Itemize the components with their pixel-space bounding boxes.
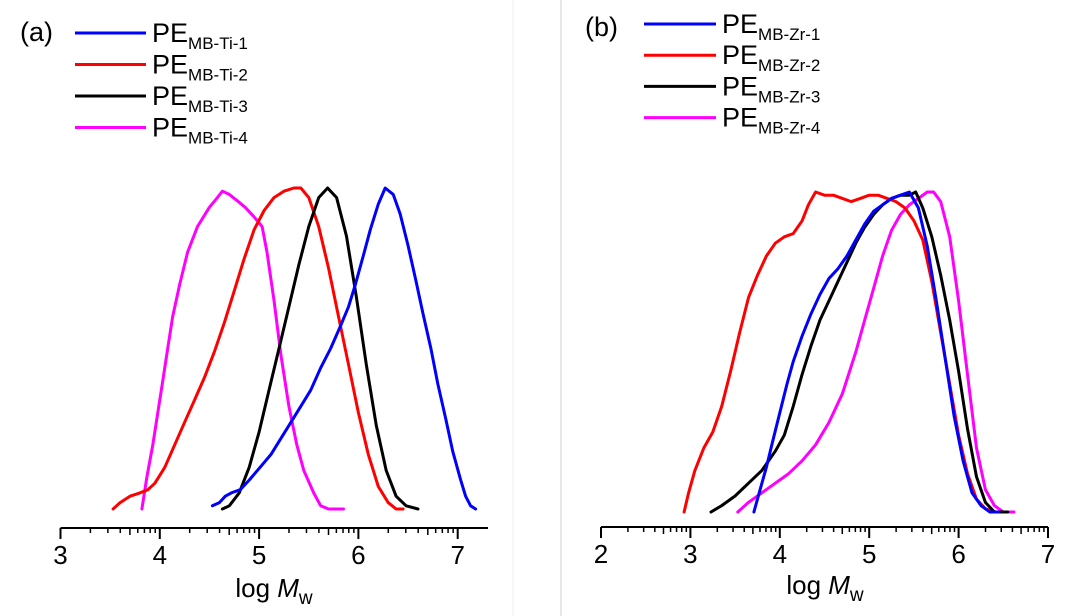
x-axis-title-sub: w [849, 585, 864, 606]
series-line-mb-ti-4 [140, 189, 345, 511]
legend-label-sub: MB-Ti-3 [188, 97, 248, 116]
x-axis-b: 2 3 4 5 6 7 [594, 526, 1055, 569]
panel-a: (a) PEMB-Ti-1PEMB-Ti-2PEMB-Ti-3PEMB-Ti-4… [20, 17, 488, 609]
x-axis-a: 3 4 5 6 7 [53, 527, 488, 570]
x-axis-title-b: log Mw [786, 570, 864, 606]
legend-label-sub: MB-Ti-2 [188, 66, 248, 85]
legend-item: PEMB-Ti-3 [75, 81, 248, 116]
legend-item: PEMB-Ti-4 [75, 113, 248, 148]
legend-item: PEMB-Zr-4 [644, 103, 820, 138]
x-tick-label: 3 [683, 539, 697, 569]
legend-label-sub: MB-Zr-3 [758, 87, 820, 106]
legend-label-main: PE [722, 40, 758, 70]
legend-label: PEMB-Zr-2 [722, 40, 820, 75]
legend-label-main: PE [722, 9, 758, 39]
legend-label-main: PE [722, 103, 758, 133]
legend-item: PEMB-Ti-1 [75, 18, 248, 53]
x-axis-title-italic: M [828, 570, 850, 600]
series-line-mb-ti-1 [210, 186, 478, 511]
x-tick-label: 7 [450, 540, 464, 570]
legend-item: PEMB-Ti-2 [75, 50, 248, 85]
legend-label: PEMB-Zr-3 [722, 71, 820, 106]
x-tick-label: 2 [594, 539, 608, 569]
legend-label-sub: MB-Zr-2 [758, 56, 820, 75]
legend-label-main: PE [152, 18, 188, 48]
legend-label-sub: MB-Zr-4 [758, 119, 820, 138]
x-tick-label: 6 [351, 540, 365, 570]
x-axis-title-prefix: log [786, 570, 828, 600]
legend-label-sub: MB-Ti-1 [188, 34, 248, 53]
plot-area-b [682, 190, 1016, 514]
x-axis-title-prefix: log [235, 573, 277, 603]
x-axis-title-italic: M [277, 573, 299, 603]
legend-item: PEMB-Zr-3 [644, 71, 820, 106]
x-tick-label: 4 [153, 540, 167, 570]
legend-label-sub: MB-Ti-4 [188, 129, 248, 148]
plot-area-a [111, 186, 478, 511]
legend-item: PEMB-Zr-1 [644, 9, 820, 44]
series-line-mb-ti-3 [220, 186, 420, 511]
x-axis-title-sub: w [298, 588, 313, 609]
x-tick-label: 6 [951, 539, 965, 569]
series-line-mb-zr-1 [752, 190, 1001, 514]
x-tick-label: 5 [862, 539, 876, 569]
legend-label-main: PE [152, 81, 188, 111]
legend-label: PEMB-Ti-3 [152, 81, 248, 116]
legend-label: PEMB-Ti-1 [152, 18, 248, 53]
legend-label: PEMB-Zr-1 [722, 9, 820, 44]
legend-label-main: PE [722, 71, 758, 101]
panel-label-a: (a) [20, 17, 53, 47]
legend-label-main: PE [152, 50, 188, 80]
panel-label-b: (b) [585, 12, 618, 42]
series-line-mb-zr-3 [709, 190, 1010, 514]
x-tick-label: 5 [252, 540, 266, 570]
x-axis-title-a: log Mw [235, 573, 313, 609]
legend-label: PEMB-Zr-4 [722, 103, 820, 138]
legend-item: PEMB-Zr-2 [644, 40, 820, 75]
legend-label: PEMB-Ti-2 [152, 50, 248, 85]
x-tick-label: 4 [773, 539, 787, 569]
legend-label: PEMB-Ti-4 [152, 113, 248, 148]
series-line-mb-zr-4 [736, 190, 1016, 514]
legend-label-main: PE [152, 113, 188, 143]
panel-b: (b) PEMB-Zr-1PEMB-Zr-2PEMB-Zr-3PEMB-Zr-4… [585, 9, 1055, 606]
x-tick-label: 3 [53, 540, 67, 570]
x-tick-label: 7 [1041, 539, 1055, 569]
legend-label-sub: MB-Zr-1 [758, 25, 820, 44]
series-line-mb-ti-2 [111, 186, 405, 511]
